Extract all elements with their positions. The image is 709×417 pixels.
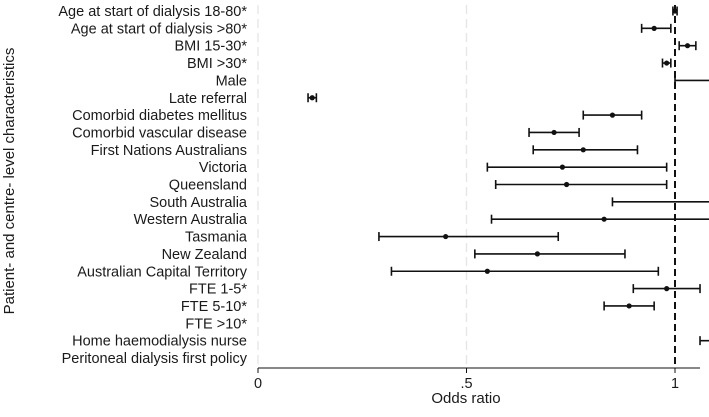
category-label-16: FTE 1-5* [189, 282, 247, 298]
category-label-1: Age at start of dialysis >80* [71, 21, 247, 37]
point-estimate-10 [563, 181, 570, 188]
category-label-19: Home haemodialysis nurse [72, 334, 247, 350]
category-label-14: New Zealand [162, 247, 247, 263]
x-tick-label-2: 1 [671, 376, 679, 392]
category-label-18: FTE >10* [185, 316, 247, 332]
category-label-6: Comorbid diabetes mellitus [72, 108, 247, 124]
point-estimate-1 [651, 25, 657, 31]
point-estimate-16 [664, 286, 670, 292]
x-axis-title: Odds ratio [431, 390, 500, 407]
category-label-9: Victoria [199, 160, 248, 176]
category-label-4: Male [216, 73, 247, 89]
category-label-3: BMI >30* [187, 56, 247, 72]
point-estimate-8 [580, 147, 586, 153]
grid-lines [257, 5, 468, 368]
point-estimate-7 [551, 129, 557, 136]
point-estimate-2 [684, 43, 691, 49]
category-label-8: First Nations Australians [91, 143, 247, 159]
point-estimate-6 [609, 112, 616, 118]
category-label-17: FTE 5-10* [181, 299, 247, 315]
category-label-15: Australian Capital Territory [77, 264, 248, 280]
point-estimate-0 [672, 8, 678, 14]
category-label-13: Tasmania [185, 230, 248, 246]
category-label-11: South Australia [149, 195, 247, 211]
category-label-5: Late referral [169, 91, 247, 107]
category-label-12: Western Australia [134, 212, 248, 228]
point-estimate-3 [664, 60, 670, 66]
y-axis-title: Patient- and centre- level characteristi… [1, 48, 18, 315]
category-labels: Age at start of dialysis 18-80*Age at st… [58, 4, 248, 367]
category-label-20: Peritoneal dialysis first policy [62, 351, 248, 367]
category-label-7: Comorbid vascular disease [72, 125, 247, 141]
x-tick-label-0: 0 [254, 376, 262, 392]
point-estimate-14 [534, 251, 540, 257]
category-label-10: Queensland [169, 178, 247, 194]
category-label-2: BMI 15-30* [174, 39, 247, 55]
point-estimate-9 [559, 164, 566, 170]
point-estimate-17 [626, 303, 632, 309]
point-estimate-5 [309, 95, 315, 101]
x-tick-label-1: .5 [460, 376, 472, 392]
point-estimate-12 [601, 216, 607, 222]
point-estimate-13 [443, 233, 449, 240]
x-axis: 0.511.52 [254, 367, 700, 392]
point-estimate-15 [484, 268, 490, 274]
confidence-intervals [307, 6, 709, 346]
category-label-0: Age at start of dialysis 18-80* [58, 4, 247, 20]
